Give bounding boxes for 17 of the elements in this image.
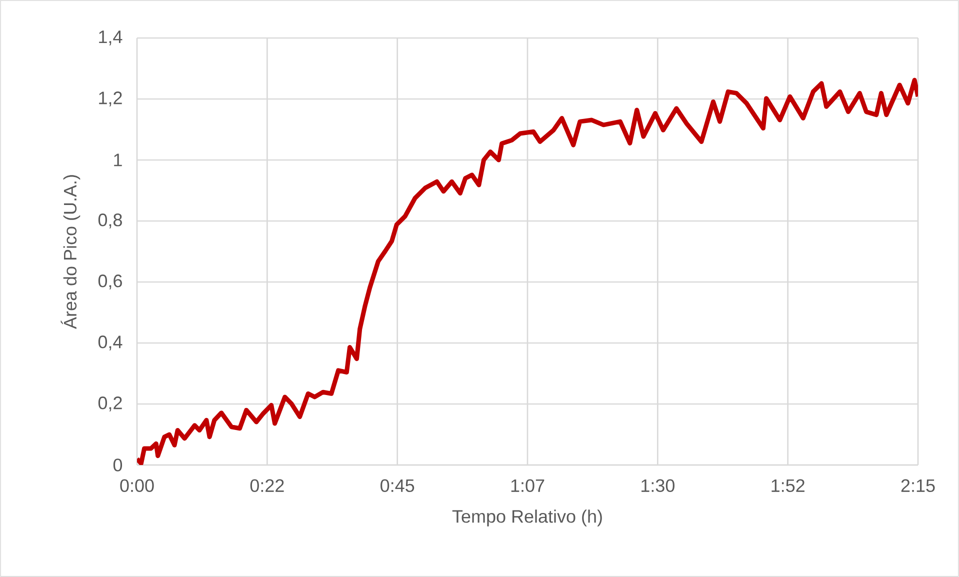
x-axis-title: Tempo Relativo (h) [452,510,602,526]
y-tick-label: 0,6 [98,274,122,290]
y-tick-label: 1,2 [99,92,122,106]
x-tick-label: 0:00 [120,479,154,492]
x-tick-label: 1:07 [511,479,544,492]
y-tick-label: 1,4 [99,30,122,46]
x-tick-label: 1:52 [772,479,804,492]
y-tick-label: 0 [113,458,122,472]
x-tick-label: 2:15 [901,479,935,492]
x-tick-label: 0:45 [380,479,414,492]
y-tick-label: 1 [114,154,122,166]
x-tick-label: 1:30 [642,479,674,492]
x-tick-label: 0:22 [250,479,284,492]
y-tick-label: 0,4 [98,336,122,350]
y-tick-label: 0,2 [98,396,122,412]
y-tick-label: 0,8 [98,214,122,228]
y-axis-title: Área do Pico (U.A.) [60,175,80,329]
